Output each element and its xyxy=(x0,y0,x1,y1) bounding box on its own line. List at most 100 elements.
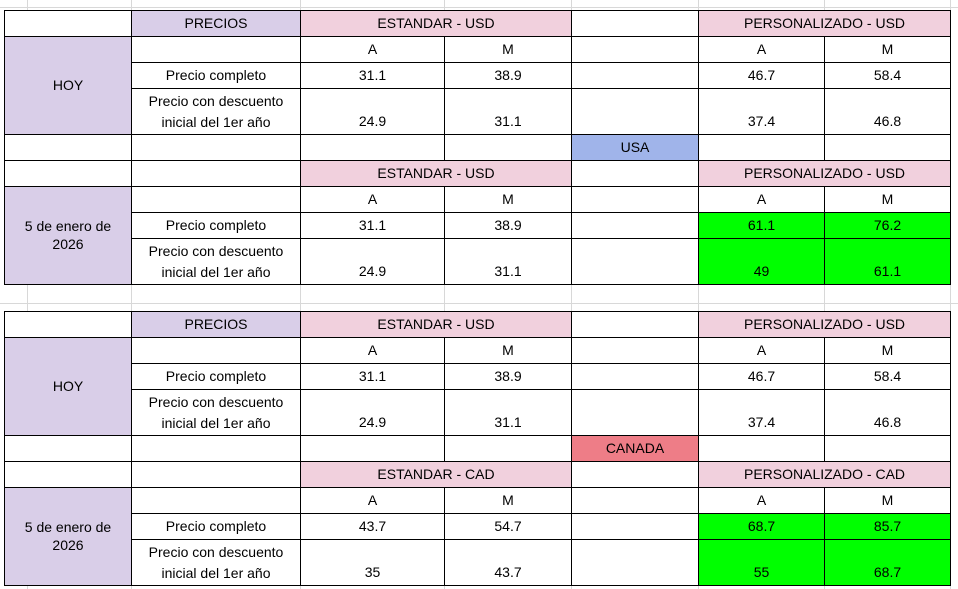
cell-value[interactable]: 46.7 xyxy=(698,62,825,89)
cell-today-label[interactable]: HOY xyxy=(4,337,132,436)
cell-value-highlighted[interactable]: 68.7 xyxy=(698,513,825,540)
cell-value[interactable]: 43.7 xyxy=(300,513,445,540)
cell-country-usa[interactable]: USA xyxy=(571,134,699,161)
cell-col-m-header[interactable]: M xyxy=(824,186,951,213)
cell-value[interactable]: 37.4 xyxy=(698,88,825,135)
cell-value[interactable]: 24.9 xyxy=(300,88,445,135)
cell-col-a-header[interactable]: A xyxy=(698,337,825,364)
cell-standard-header[interactable]: ESTANDAR - CAD xyxy=(300,461,572,488)
cell-standard-header[interactable]: ESTANDAR - USD xyxy=(300,311,572,338)
cell-value[interactable]: 43.7 xyxy=(444,539,572,586)
cell-value[interactable]: 31.1 xyxy=(300,363,445,390)
cell-empty[interactable] xyxy=(4,134,132,161)
cell-price-discount-label[interactable]: Precio con descuento inicial del 1er año xyxy=(131,539,301,586)
cell-price-full-label[interactable]: Precio completo xyxy=(131,62,301,89)
cell-col-m-header[interactable]: M xyxy=(444,36,572,63)
cell-col-a-header[interactable]: A xyxy=(300,337,445,364)
cell-custom-header[interactable]: PERSONALIZADO - USD xyxy=(698,311,951,338)
cell-value[interactable]: 31.1 xyxy=(300,62,445,89)
cell-value[interactable]: 31.1 xyxy=(300,212,445,239)
cell-value[interactable]: 37.4 xyxy=(698,389,825,436)
cell-col-m-header[interactable]: M xyxy=(444,337,572,364)
cell-value[interactable]: 35 xyxy=(300,539,445,586)
cell-value[interactable]: 38.9 xyxy=(444,363,572,390)
cell-price-discount-label[interactable]: Precio con descuento inicial del 1er año xyxy=(131,88,301,135)
cell-custom-header[interactable]: PERSONALIZADO - CAD xyxy=(698,461,951,488)
cell-today-label[interactable]: HOY xyxy=(4,36,132,135)
cell-col-m-header[interactable]: M xyxy=(824,36,951,63)
cell-empty[interactable] xyxy=(131,160,301,187)
cell-empty[interactable] xyxy=(571,212,699,239)
cell-price-discount-label[interactable]: Precio con descuento inicial del 1er año xyxy=(131,238,301,285)
cell-price-full-label[interactable]: Precio completo xyxy=(131,212,301,239)
cell-price-full-label[interactable]: Precio completo xyxy=(131,513,301,540)
cell-value[interactable]: 46.8 xyxy=(824,88,951,135)
cell-empty[interactable] xyxy=(131,435,301,462)
cell-empty[interactable] xyxy=(131,461,301,488)
cell-empty[interactable] xyxy=(571,160,699,187)
cell-value[interactable]: 24.9 xyxy=(300,238,445,285)
cell-empty[interactable] xyxy=(131,337,301,364)
cell-price-discount-label[interactable]: Precio con descuento inicial del 1er año xyxy=(131,389,301,436)
cell-country-canada[interactable]: CANADA xyxy=(571,435,699,462)
cell-empty[interactable] xyxy=(571,389,699,436)
cell-empty[interactable] xyxy=(571,311,699,338)
cell-empty[interactable] xyxy=(571,88,699,135)
cell-empty[interactable] xyxy=(4,461,132,488)
cell-empty[interactable] xyxy=(571,337,699,364)
cell-custom-header[interactable]: PERSONALIZADO - USD xyxy=(698,160,951,187)
cell-empty[interactable] xyxy=(131,487,301,514)
cell-col-a-header[interactable]: A xyxy=(698,487,825,514)
cell-value[interactable]: 46.8 xyxy=(824,389,951,436)
cell-empty[interactable] xyxy=(571,487,699,514)
cell-empty[interactable] xyxy=(300,134,445,161)
cell-col-m-header[interactable]: M xyxy=(444,487,572,514)
cell-empty[interactable] xyxy=(4,160,132,187)
cell-empty[interactable] xyxy=(444,134,572,161)
cell-custom-header[interactable]: PERSONALIZADO - USD xyxy=(698,10,951,37)
cell-empty[interactable] xyxy=(131,36,301,63)
cell-empty[interactable] xyxy=(571,36,699,63)
cell-col-a-header[interactable]: A xyxy=(698,36,825,63)
cell-empty[interactable] xyxy=(571,539,699,586)
cell-value-highlighted[interactable]: 61.1 xyxy=(824,238,951,285)
cell-empty[interactable] xyxy=(571,363,699,390)
cell-empty[interactable] xyxy=(131,134,301,161)
cell-col-m-header[interactable]: M xyxy=(824,337,951,364)
cell-col-a-header[interactable]: A xyxy=(300,186,445,213)
cell-empty[interactable] xyxy=(824,134,951,161)
cell-empty[interactable] xyxy=(571,461,699,488)
cell-price-full-label[interactable]: Precio completo xyxy=(131,363,301,390)
cell-col-a-header[interactable]: A xyxy=(300,36,445,63)
cell-precios-header[interactable]: PRECIOS xyxy=(131,10,301,37)
cell-col-a-header[interactable]: A xyxy=(698,186,825,213)
cell-standard-header[interactable]: ESTANDAR - USD xyxy=(300,160,572,187)
cell-empty[interactable] xyxy=(571,62,699,89)
cell-col-a-header[interactable]: A xyxy=(300,487,445,514)
cell-empty[interactable] xyxy=(571,10,699,37)
cell-empty[interactable] xyxy=(824,435,951,462)
cell-value[interactable]: 58.4 xyxy=(824,363,951,390)
cell-future-date-label[interactable]: 5 de enero de 2026 xyxy=(4,186,132,285)
cell-empty[interactable] xyxy=(571,186,699,213)
cell-empty[interactable] xyxy=(300,435,445,462)
cell-empty[interactable] xyxy=(444,435,572,462)
cell-empty[interactable] xyxy=(698,435,825,462)
cell-value[interactable]: 31.1 xyxy=(444,389,572,436)
cell-value[interactable]: 31.1 xyxy=(444,88,572,135)
cell-empty[interactable] xyxy=(131,186,301,213)
cell-empty[interactable] xyxy=(571,238,699,285)
cell-empty[interactable] xyxy=(4,10,132,37)
cell-value[interactable]: 54.7 xyxy=(444,513,572,540)
cell-value-highlighted[interactable]: 49 xyxy=(698,238,825,285)
cell-value[interactable]: 46.7 xyxy=(698,363,825,390)
cell-value[interactable]: 38.9 xyxy=(444,62,572,89)
cell-empty[interactable] xyxy=(4,435,132,462)
cell-value-highlighted[interactable]: 85.7 xyxy=(824,513,951,540)
cell-empty[interactable] xyxy=(571,513,699,540)
cell-col-m-header[interactable]: M xyxy=(824,487,951,514)
cell-col-m-header[interactable]: M xyxy=(444,186,572,213)
cell-value-highlighted[interactable]: 68.7 xyxy=(824,539,951,586)
cell-empty[interactable] xyxy=(698,134,825,161)
cell-standard-header[interactable]: ESTANDAR - USD xyxy=(300,10,572,37)
